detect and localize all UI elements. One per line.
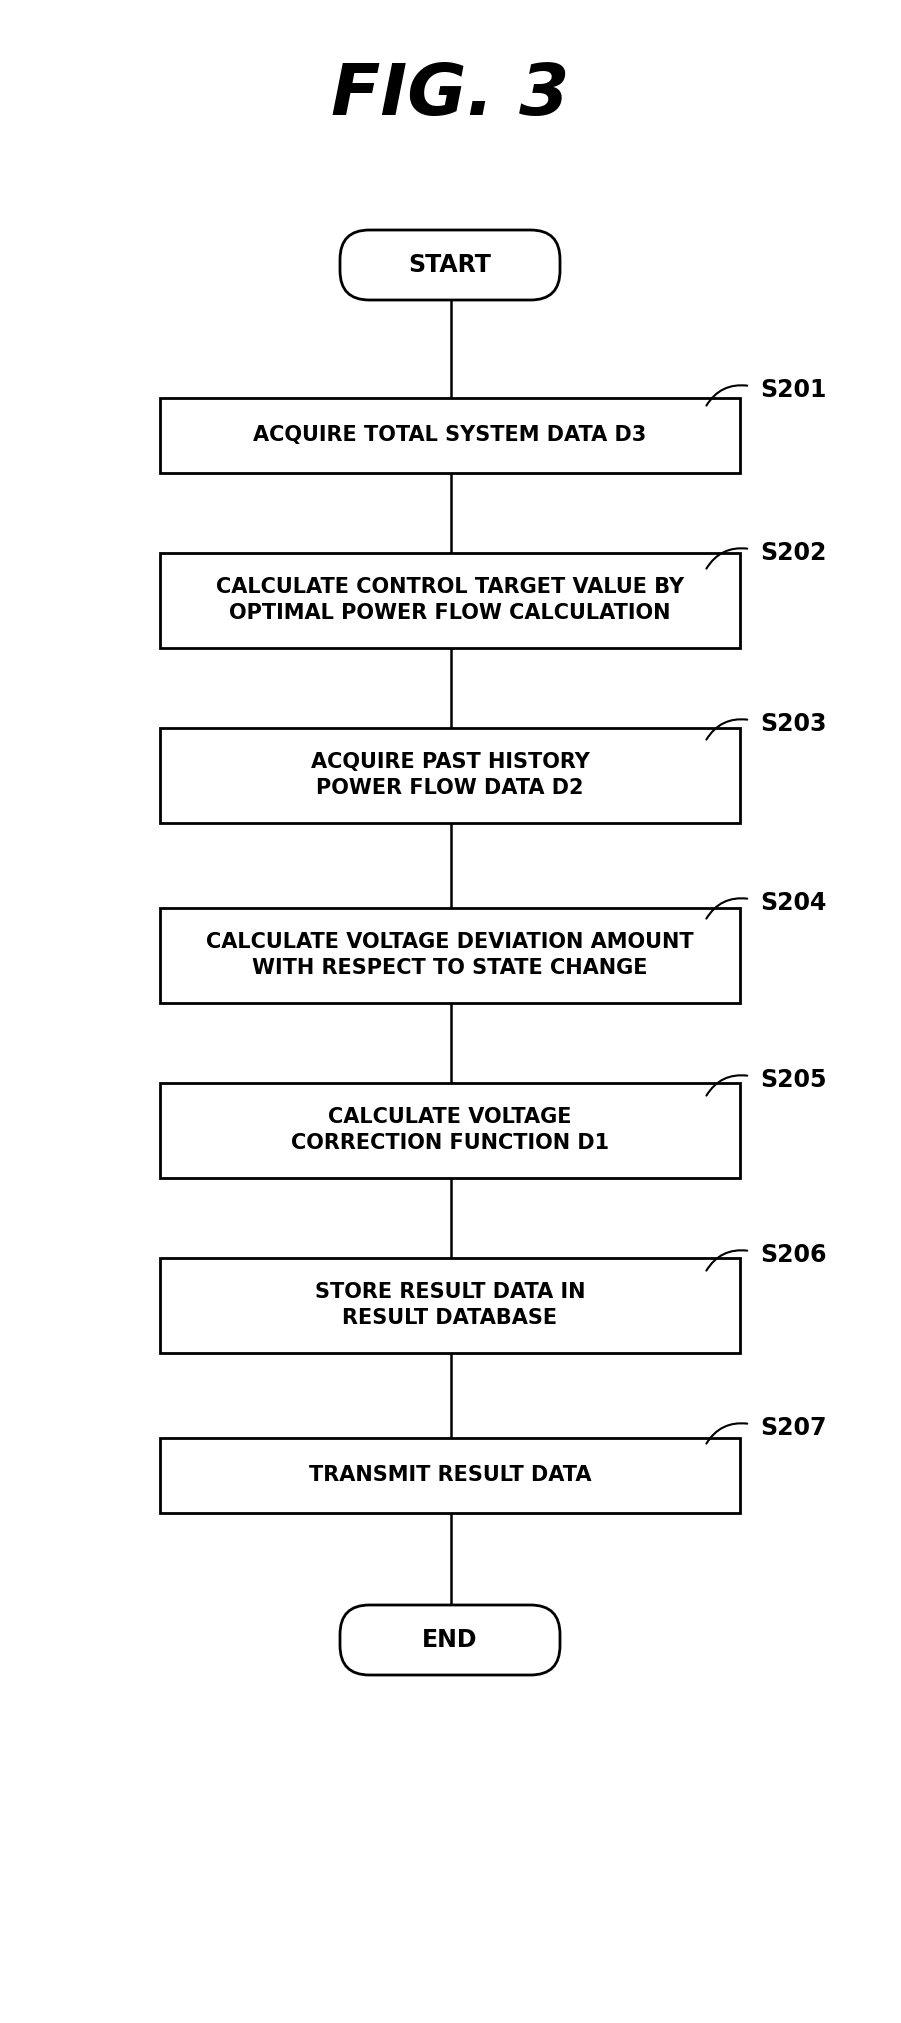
Text: S204: S204: [760, 890, 826, 914]
Text: CALCULATE CONTROL TARGET VALUE BY
OPTIMAL POWER FLOW CALCULATION: CALCULATE CONTROL TARGET VALUE BY OPTIMA…: [216, 577, 684, 623]
FancyBboxPatch shape: [340, 231, 560, 299]
Text: S203: S203: [760, 712, 826, 736]
Text: ACQUIRE PAST HISTORY
POWER FLOW DATA D2: ACQUIRE PAST HISTORY POWER FLOW DATA D2: [311, 753, 589, 799]
Bar: [160, 1438, 740, 1513]
Text: START: START: [408, 253, 491, 277]
Bar: [160, 908, 740, 1003]
Text: TRANSMIT RESULT DATA: TRANSMIT RESULT DATA: [309, 1465, 591, 1485]
Text: S205: S205: [760, 1068, 826, 1092]
Text: CALCULATE VOLTAGE DEVIATION AMOUNT
WITH RESPECT TO STATE CHANGE: CALCULATE VOLTAGE DEVIATION AMOUNT WITH …: [206, 933, 694, 979]
Bar: [160, 397, 740, 473]
FancyBboxPatch shape: [340, 1604, 560, 1675]
Bar: [160, 552, 740, 647]
Bar: [160, 1082, 740, 1177]
Text: S201: S201: [760, 378, 826, 403]
Text: FIG. 3: FIG. 3: [332, 61, 569, 129]
Text: ACQUIRE TOTAL SYSTEM DATA D3: ACQUIRE TOTAL SYSTEM DATA D3: [253, 425, 647, 445]
Text: STORE RESULT DATA IN
RESULT DATABASE: STORE RESULT DATA IN RESULT DATABASE: [314, 1283, 586, 1329]
Bar: [160, 1258, 740, 1353]
Text: S207: S207: [760, 1416, 826, 1440]
Text: CALCULATE VOLTAGE
CORRECTION FUNCTION D1: CALCULATE VOLTAGE CORRECTION FUNCTION D1: [291, 1107, 609, 1153]
Text: S206: S206: [760, 1242, 826, 1266]
Bar: [160, 728, 740, 823]
Text: END: END: [423, 1629, 478, 1653]
Text: S202: S202: [760, 540, 826, 564]
